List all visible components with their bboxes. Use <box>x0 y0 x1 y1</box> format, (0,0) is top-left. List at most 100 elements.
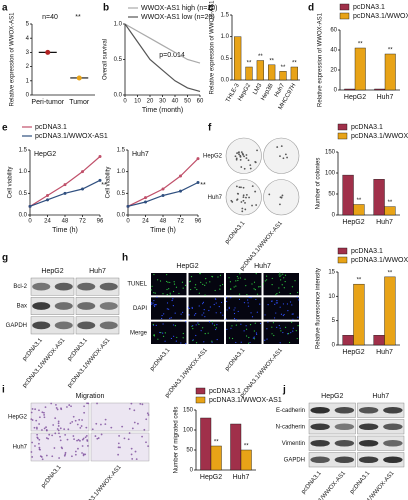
cell-dot <box>38 446 41 449</box>
cell-dot <box>283 313 285 316</box>
colony <box>242 186 245 189</box>
cell-dot <box>188 307 191 310</box>
bar <box>342 174 354 216</box>
cell-dot <box>228 277 230 279</box>
colony <box>245 154 248 156</box>
blot-band <box>358 406 379 414</box>
cell-dot <box>153 273 155 276</box>
colony <box>230 199 233 202</box>
cell-dot <box>279 272 281 274</box>
cell-dot <box>162 332 164 334</box>
blot-band <box>334 439 355 447</box>
cell-dot <box>215 327 217 329</box>
cell-dot <box>216 338 218 341</box>
y-tick-label: 0.0 <box>221 78 230 84</box>
cell-dot <box>203 309 205 311</box>
x-tick-label: Huh7 <box>376 219 393 226</box>
cell-dot <box>118 435 120 437</box>
cell-dot <box>35 426 38 429</box>
cell-dot <box>190 276 193 278</box>
blot-band <box>310 406 330 414</box>
condition-label: pcDNA3.1 <box>149 347 172 372</box>
colony <box>241 210 244 213</box>
column-label: HepG2 <box>41 268 63 275</box>
cell-dot <box>191 307 193 310</box>
cell-dot <box>175 286 178 288</box>
cell-dot <box>154 292 156 294</box>
colony <box>249 167 252 170</box>
cell-dot <box>276 293 278 295</box>
cell-dot <box>84 453 87 456</box>
cell-dot <box>231 325 233 327</box>
row-label: N-cadherin <box>276 424 305 430</box>
colony <box>251 204 253 207</box>
cell-dot <box>226 328 228 330</box>
cell-dot <box>273 334 275 337</box>
legend-label: pcDNA3.1 <box>353 4 385 11</box>
point <box>63 191 67 195</box>
cell-dot <box>41 458 44 461</box>
cell-dot <box>30 411 33 414</box>
legend-label: pcDNA3.1/WWOX-AS1 <box>209 397 282 404</box>
y-tick-label: 0 <box>332 213 336 219</box>
cell-dot <box>291 304 293 306</box>
cell-dot <box>247 302 249 304</box>
significance: ** <box>357 198 362 204</box>
cell-dot <box>256 333 258 335</box>
cell-dot <box>278 274 280 276</box>
cell-dot <box>159 280 162 282</box>
bar <box>384 276 396 346</box>
cell-dot <box>85 435 88 437</box>
point <box>144 200 147 204</box>
colony <box>243 167 246 170</box>
cell-dot <box>34 408 37 411</box>
cell-dot <box>289 293 291 295</box>
cell-dot <box>264 280 266 282</box>
cell-dot <box>228 306 230 308</box>
cell-dot <box>228 307 230 309</box>
row-label: Bcl-2 <box>13 284 27 290</box>
cell-dot <box>36 433 39 436</box>
cell-dot <box>259 322 262 325</box>
micrograph <box>151 297 187 320</box>
cell-dot <box>64 453 67 456</box>
cell-dot <box>195 324 197 326</box>
cell-dot <box>283 277 285 279</box>
cell-dot <box>164 332 166 334</box>
x-tick-label: Huh7 <box>376 349 393 356</box>
blot-strip <box>357 402 405 418</box>
cell-dot <box>82 453 85 455</box>
cell-dot <box>34 445 36 447</box>
panel-label: g <box>2 253 8 264</box>
annotation: n=40 <box>42 14 58 21</box>
cell-dot <box>164 340 166 342</box>
blot-band <box>32 282 51 291</box>
x-tick-label: 0 <box>123 99 127 105</box>
point <box>81 170 84 174</box>
cell-dot <box>226 309 228 311</box>
cell-dot <box>81 452 83 454</box>
condition-label: pcDNA3.1/WWOX-AS1 <box>22 337 67 389</box>
cell-dot <box>152 302 154 304</box>
cell-dot <box>273 317 276 319</box>
cell-dot <box>251 283 253 285</box>
cell-dot <box>188 314 190 316</box>
cell-dot <box>291 321 293 323</box>
blot-band <box>334 423 355 431</box>
colony <box>242 199 245 202</box>
cell-dot <box>211 340 213 342</box>
cell-dot <box>297 291 299 294</box>
cell-dot <box>128 432 131 434</box>
y-axis-label: Relative expression of WWOX-AS1 <box>10 12 16 107</box>
cell-dot <box>161 314 163 317</box>
cell-dot <box>213 303 215 306</box>
cell-dot <box>52 424 55 426</box>
cell-dot <box>104 418 107 421</box>
cell-dot <box>238 293 241 295</box>
cell-dot <box>211 321 213 323</box>
condition-label: pcDNA3.1/WWOX-AS1 <box>67 337 112 389</box>
cell-dot <box>218 305 220 308</box>
cell-dot <box>147 414 150 416</box>
point <box>63 183 67 187</box>
